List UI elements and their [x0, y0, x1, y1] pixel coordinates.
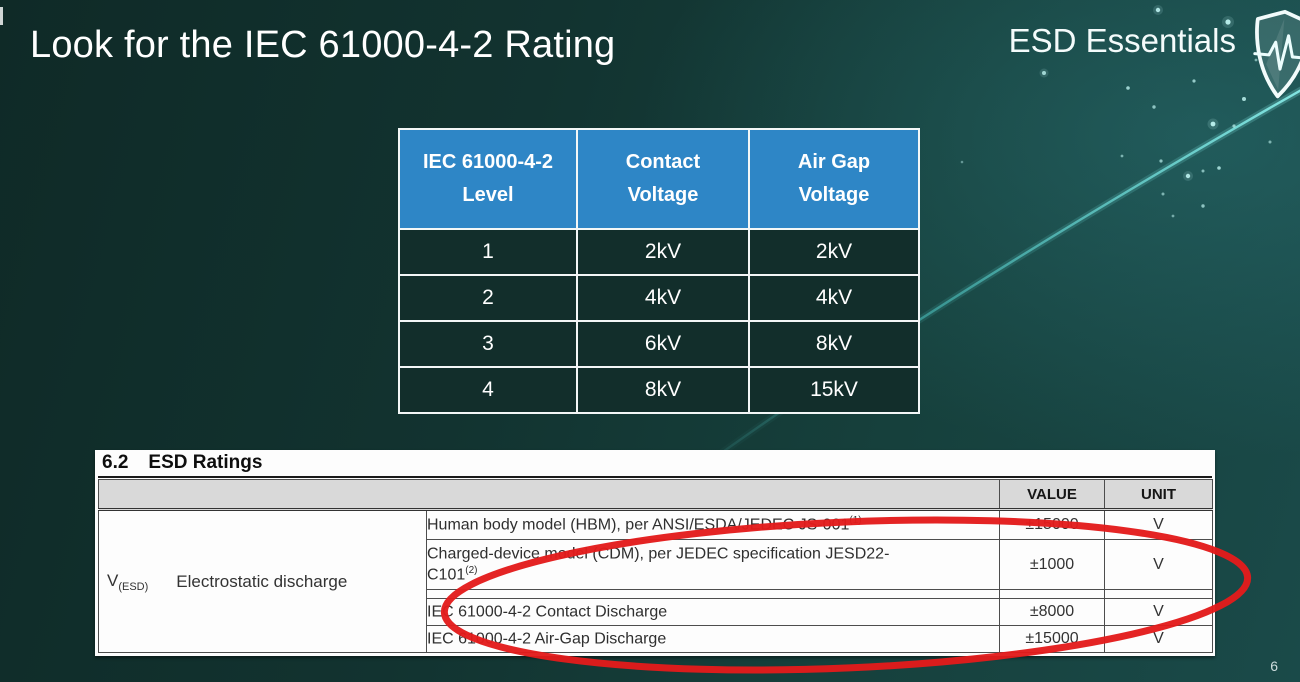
header-text: Contact	[625, 151, 701, 173]
value-cell: ±8000	[999, 598, 1105, 626]
contact-voltage-cell: 2kV	[576, 228, 750, 276]
unit-cell: V	[1104, 598, 1213, 626]
level-cell: 2	[398, 274, 578, 322]
spacer-cell	[426, 589, 1000, 599]
table-row: 1 2kV 2kV	[398, 228, 920, 276]
column-header-level: IEC 61000-4-2 Level	[398, 128, 578, 230]
unit-cell: V	[1104, 539, 1213, 590]
edge-artifact	[0, 7, 3, 25]
brand-text: ESD Essentials	[1008, 22, 1236, 59]
header-text: Level	[462, 184, 514, 206]
esd-ratings-table: VALUE UNIT V(ESD) Electrostatic discharg…	[98, 479, 1213, 653]
level-cell: 3	[398, 320, 578, 368]
value-cell: ±15000	[999, 625, 1105, 653]
header-text: Voltage	[627, 184, 699, 206]
air-gap-voltage-cell: 2kV	[748, 228, 920, 276]
datasheet-panel: 6.2 ESD Ratings VALUE UNIT V(ESD) Electr…	[95, 450, 1215, 656]
header-text: Voltage	[798, 184, 870, 206]
level-cell: 4	[398, 366, 578, 414]
value-cell: ±1000	[999, 539, 1105, 590]
esd-table-header-row: VALUE UNIT	[98, 479, 1213, 511]
description-cell: IEC 61000-4-2 Air-Gap Discharge	[426, 625, 1000, 653]
empty-header-cell	[98, 479, 1000, 511]
level-cell: 1	[398, 228, 578, 276]
page-number: 6	[1270, 658, 1278, 674]
symbol-parameter-cell: V(ESD) Electrostatic discharge	[98, 509, 427, 653]
unit-cell: V	[1104, 625, 1213, 653]
spacer-cell	[999, 589, 1105, 599]
iec-table-header-row: IEC 61000-4-2 Level Contact Voltage Air …	[398, 128, 920, 230]
shield-pulse-icon	[1244, 5, 1300, 109]
air-gap-voltage-cell: 15kV	[748, 366, 920, 414]
contact-voltage-cell: 6kV	[576, 320, 750, 368]
parameter-name: Electrostatic discharge	[176, 571, 348, 591]
contact-voltage-cell: 4kV	[576, 274, 750, 322]
table-row: V(ESD) Electrostatic discharge Human bod…	[98, 509, 1213, 653]
section-number: 6.2	[102, 452, 129, 473]
unit-column-header: UNIT	[1104, 479, 1213, 511]
table-row: 2 4kV 4kV	[398, 274, 920, 322]
value-cell: ±15000	[999, 509, 1105, 540]
iec-rating-table: IEC 61000-4-2 Level Contact Voltage Air …	[398, 128, 920, 414]
column-header-air-gap-voltage: Air Gap Voltage	[748, 128, 920, 230]
value-column-header: VALUE	[999, 479, 1105, 511]
spacer-cell	[1104, 589, 1213, 599]
header-text: Air Gap	[797, 151, 871, 173]
header-text: IEC 61000-4-2	[422, 151, 554, 173]
contact-voltage-cell: 8kV	[576, 366, 750, 414]
unit-cell: V	[1104, 509, 1213, 540]
description-cell: IEC 61000-4-2 Contact Discharge	[426, 598, 1000, 626]
air-gap-voltage-cell: 8kV	[748, 320, 920, 368]
table-row: 4 8kV 15kV	[398, 366, 920, 414]
datasheet-section-heading: 6.2 ESD Ratings	[98, 450, 1212, 478]
table-row: 3 6kV 8kV	[398, 320, 920, 368]
air-gap-voltage-cell: 4kV	[748, 274, 920, 322]
description-cell: Human body model (HBM), per ANSI/ESDA/JE…	[426, 509, 1000, 540]
slide-title: Look for the IEC 61000-4-2 Rating	[30, 24, 616, 66]
symbol: V(ESD)	[107, 570, 149, 593]
section-title: ESD Ratings	[148, 452, 263, 473]
column-header-contact-voltage: Contact Voltage	[576, 128, 750, 230]
description-cell: Charged-device model (CDM), per JEDEC sp…	[426, 539, 1000, 590]
